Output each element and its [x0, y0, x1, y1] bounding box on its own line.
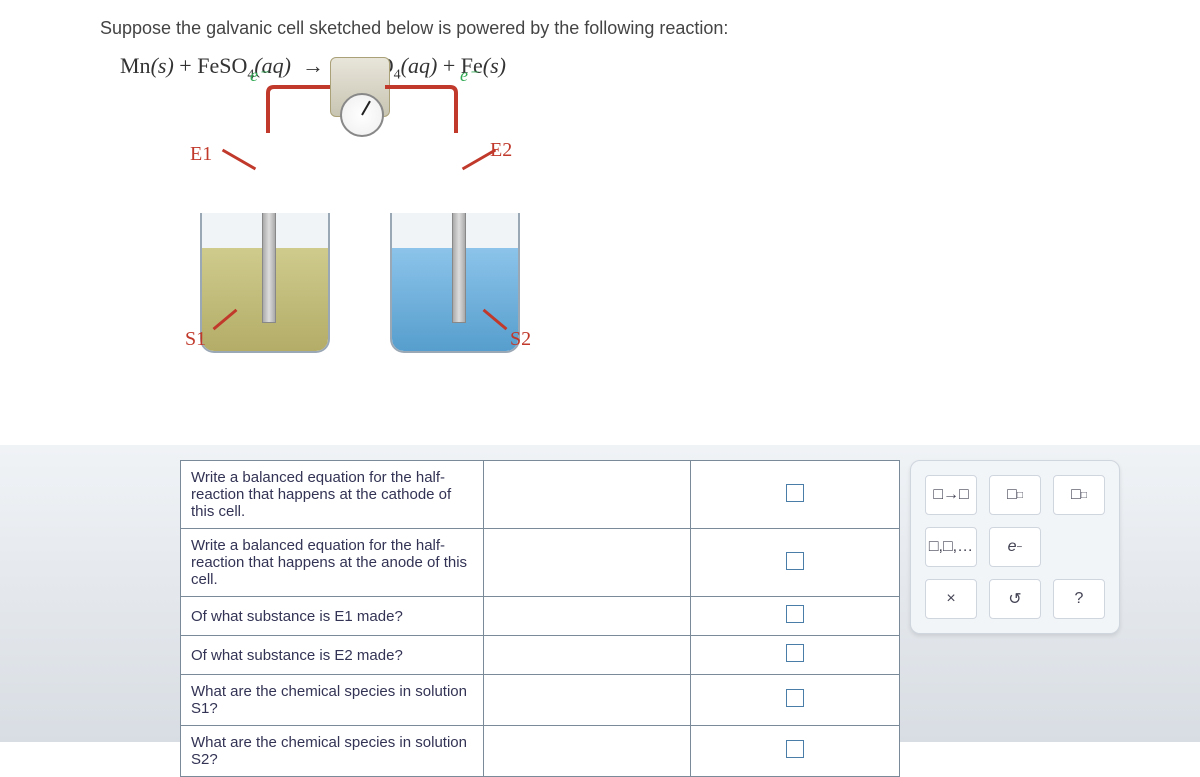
arrow-e1 — [222, 149, 256, 171]
table-row: Of what substance is E1 made? — [181, 597, 900, 636]
table-row: Write a balanced equation for the half-r… — [181, 461, 900, 529]
eq-lhs2: FeSO — [197, 53, 247, 78]
answer-action-cell[interactable] — [691, 529, 900, 597]
question-prompt-cell: What are the chemical species in solutio… — [181, 726, 484, 777]
answer-box-icon[interactable] — [786, 605, 804, 623]
eq-arrow: → — [302, 53, 324, 78]
superscript-key[interactable]: □□ — [1053, 475, 1105, 515]
symbol-keypad: □→□ □□ □□ □,□,… e− × ↺? — [910, 460, 1120, 634]
clear-key[interactable]: × — [925, 579, 977, 619]
table-row: Of what substance is E2 made? — [181, 636, 900, 675]
help-key[interactable]: ? — [1053, 579, 1105, 619]
question-prompt-cell: Write a balanced equation for the half-r… — [181, 529, 484, 597]
questions-table: Write a balanced equation for the half-r… — [180, 460, 900, 777]
answer-action-cell[interactable] — [691, 636, 900, 675]
answer-action-cell[interactable] — [691, 675, 900, 726]
electron-label-right: e⁻ — [460, 65, 478, 86]
table-row: Write a balanced equation for the half-r… — [181, 529, 900, 597]
electron-key[interactable]: e− — [989, 527, 1041, 567]
answer-cell[interactable] — [484, 461, 691, 529]
answer-box-icon[interactable] — [786, 552, 804, 570]
question-prompt-cell: Write a balanced equation for the half-r… — [181, 461, 484, 529]
answer-box-icon[interactable] — [786, 740, 804, 758]
eq-lhs1-state: (s) — [151, 53, 174, 78]
answer-box-icon[interactable] — [786, 644, 804, 662]
eq-rhs1-state: (aq) — [401, 53, 438, 78]
answer-cell[interactable] — [484, 636, 691, 675]
wire-left — [260, 83, 350, 143]
question-prompt-cell: What are the chemical species in solutio… — [181, 675, 484, 726]
answer-box-icon[interactable] — [786, 484, 804, 502]
reaction-equation: Mn(s) + FeSO4(aq) → MnSO4(aq) + Fe(s) — [120, 53, 1160, 83]
answer-box-icon[interactable] — [786, 689, 804, 707]
electrode-e2 — [452, 213, 466, 323]
answer-action-cell[interactable] — [691, 726, 900, 777]
eq-lhs1: Mn — [120, 53, 151, 78]
electrode-e1 — [262, 213, 276, 323]
answer-action-cell[interactable] — [691, 597, 900, 636]
answer-cell[interactable] — [484, 726, 691, 777]
answer-cell[interactable] — [484, 675, 691, 726]
electron-label-left: e⁻ — [250, 65, 268, 86]
beaker-right — [390, 213, 520, 353]
reset-key[interactable]: ↺ — [989, 579, 1041, 619]
beaker-left — [200, 213, 330, 353]
answer-cell[interactable] — [484, 597, 691, 636]
eq-rhs1-sub: 4 — [394, 67, 401, 82]
label-s2: S2 — [510, 328, 531, 351]
answer-cell[interactable] — [484, 529, 691, 597]
subscript-key[interactable]: □□ — [989, 475, 1041, 515]
galvanic-cell-diagram: e⁻ e⁻ E1 E2 S1 S2 — [180, 103, 560, 383]
eq-plus2: + — [443, 53, 455, 78]
wire-right — [380, 83, 470, 143]
list-key[interactable]: □,□,… — [925, 527, 977, 567]
table-row: What are the chemical species in solutio… — [181, 726, 900, 777]
question-prompt: Suppose the galvanic cell sketched below… — [100, 18, 1160, 39]
eq-plus: + — [179, 53, 191, 78]
eq-rhs2-state: (s) — [483, 53, 506, 78]
question-prompt-cell: Of what substance is E1 made? — [181, 597, 484, 636]
label-s1: S1 — [185, 328, 206, 351]
arrow-key[interactable]: □→□ — [925, 475, 977, 515]
table-row: What are the chemical species in solutio… — [181, 675, 900, 726]
question-prompt-cell: Of what substance is E2 made? — [181, 636, 484, 675]
label-e1: E1 — [190, 143, 212, 166]
answer-action-cell[interactable] — [691, 461, 900, 529]
